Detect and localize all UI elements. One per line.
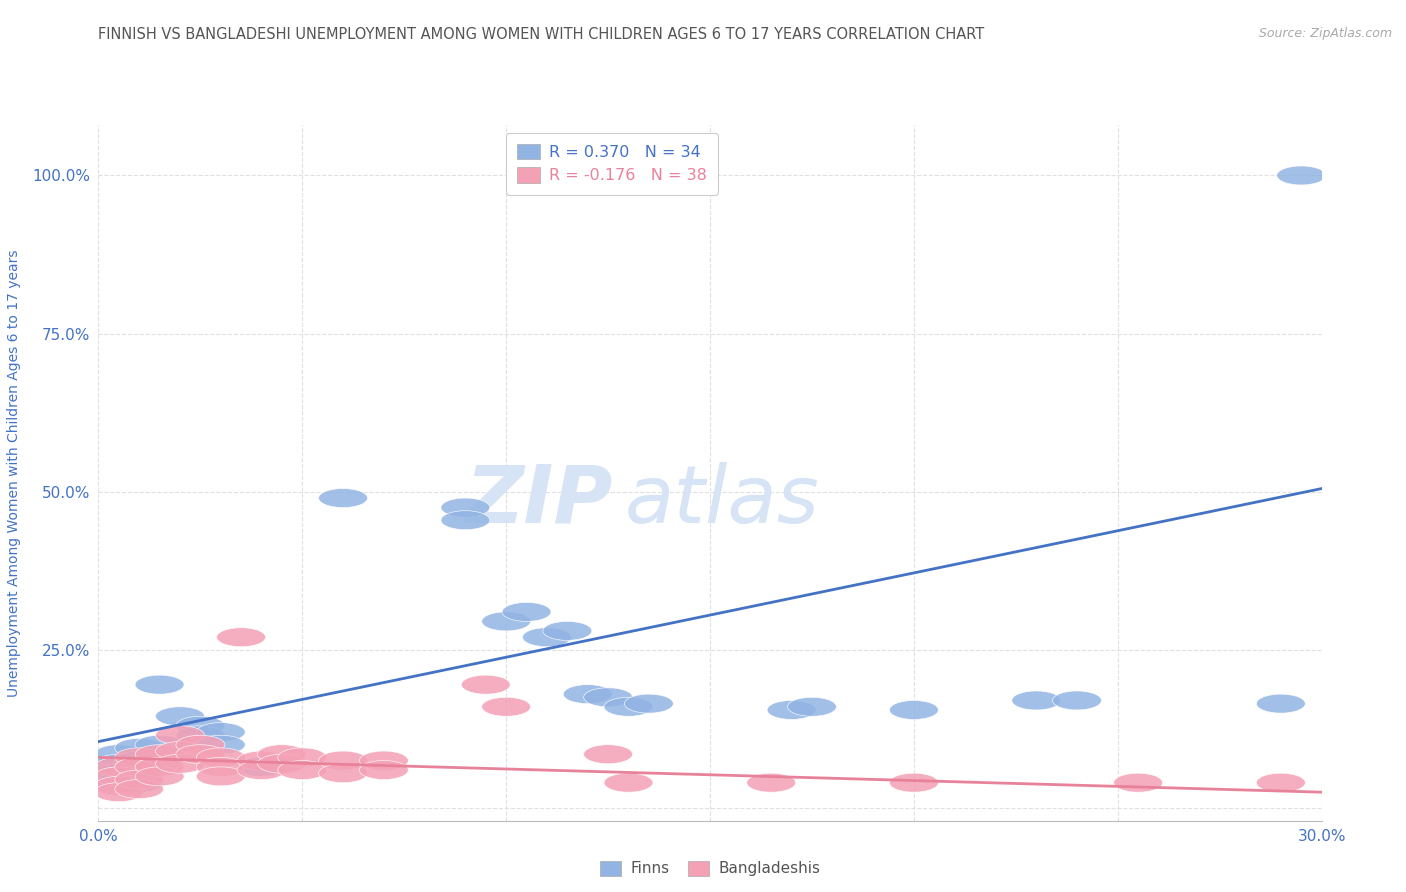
Ellipse shape: [583, 688, 633, 706]
Ellipse shape: [197, 757, 245, 776]
Ellipse shape: [1277, 166, 1326, 185]
Ellipse shape: [94, 755, 143, 773]
Ellipse shape: [605, 773, 652, 792]
Text: atlas: atlas: [624, 461, 820, 540]
Ellipse shape: [1257, 694, 1305, 713]
Ellipse shape: [787, 698, 837, 716]
Ellipse shape: [156, 726, 204, 745]
Ellipse shape: [624, 694, 673, 713]
Ellipse shape: [197, 735, 245, 755]
Ellipse shape: [257, 745, 307, 764]
Ellipse shape: [176, 726, 225, 745]
Ellipse shape: [135, 767, 184, 786]
Text: ZIP: ZIP: [465, 461, 612, 540]
Ellipse shape: [156, 706, 204, 726]
Ellipse shape: [238, 751, 285, 770]
Ellipse shape: [1114, 773, 1163, 792]
Ellipse shape: [523, 628, 571, 647]
Ellipse shape: [360, 751, 408, 770]
Ellipse shape: [94, 764, 143, 782]
Ellipse shape: [94, 773, 143, 792]
Ellipse shape: [94, 776, 143, 796]
Ellipse shape: [461, 675, 510, 694]
Ellipse shape: [319, 751, 367, 770]
Ellipse shape: [319, 489, 367, 508]
Ellipse shape: [197, 767, 245, 786]
Ellipse shape: [747, 773, 796, 792]
Ellipse shape: [115, 757, 163, 776]
Ellipse shape: [176, 716, 225, 735]
Text: Source: ZipAtlas.com: Source: ZipAtlas.com: [1258, 27, 1392, 40]
Ellipse shape: [278, 761, 326, 780]
Ellipse shape: [176, 745, 225, 764]
Ellipse shape: [115, 761, 163, 780]
Ellipse shape: [564, 685, 612, 704]
Ellipse shape: [94, 757, 143, 776]
Ellipse shape: [257, 755, 307, 773]
Ellipse shape: [94, 782, 143, 802]
Ellipse shape: [583, 745, 633, 764]
Ellipse shape: [115, 747, 163, 767]
Text: FINNISH VS BANGLADESHI UNEMPLOYMENT AMONG WOMEN WITH CHILDREN AGES 6 TO 17 YEARS: FINNISH VS BANGLADESHI UNEMPLOYMENT AMON…: [98, 27, 984, 42]
Ellipse shape: [890, 700, 938, 720]
Ellipse shape: [482, 612, 530, 631]
Ellipse shape: [768, 700, 815, 720]
Ellipse shape: [197, 747, 245, 767]
Ellipse shape: [115, 739, 163, 757]
Ellipse shape: [217, 628, 266, 647]
Ellipse shape: [238, 757, 285, 776]
Ellipse shape: [135, 735, 184, 755]
Ellipse shape: [94, 745, 143, 764]
Y-axis label: Unemployment Among Women with Children Ages 6 to 17 years: Unemployment Among Women with Children A…: [7, 249, 21, 697]
Ellipse shape: [1012, 691, 1060, 710]
Ellipse shape: [543, 622, 592, 640]
Ellipse shape: [238, 761, 285, 780]
Ellipse shape: [1257, 773, 1305, 792]
Ellipse shape: [197, 723, 245, 741]
Ellipse shape: [115, 770, 163, 789]
Ellipse shape: [319, 764, 367, 782]
Ellipse shape: [1053, 691, 1101, 710]
Ellipse shape: [135, 675, 184, 694]
Legend: Finns, Bangladeshis: Finns, Bangladeshis: [593, 855, 827, 882]
Ellipse shape: [115, 751, 163, 770]
Ellipse shape: [115, 780, 163, 798]
Ellipse shape: [605, 698, 652, 716]
Ellipse shape: [135, 745, 184, 764]
Ellipse shape: [441, 511, 489, 530]
Ellipse shape: [156, 741, 204, 761]
Ellipse shape: [94, 767, 143, 786]
Ellipse shape: [176, 735, 225, 755]
Ellipse shape: [441, 498, 489, 517]
Ellipse shape: [502, 602, 551, 622]
Ellipse shape: [278, 747, 326, 767]
Ellipse shape: [482, 698, 530, 716]
Ellipse shape: [890, 773, 938, 792]
Ellipse shape: [115, 773, 163, 792]
Ellipse shape: [135, 757, 184, 776]
Ellipse shape: [156, 755, 204, 773]
Ellipse shape: [360, 761, 408, 780]
